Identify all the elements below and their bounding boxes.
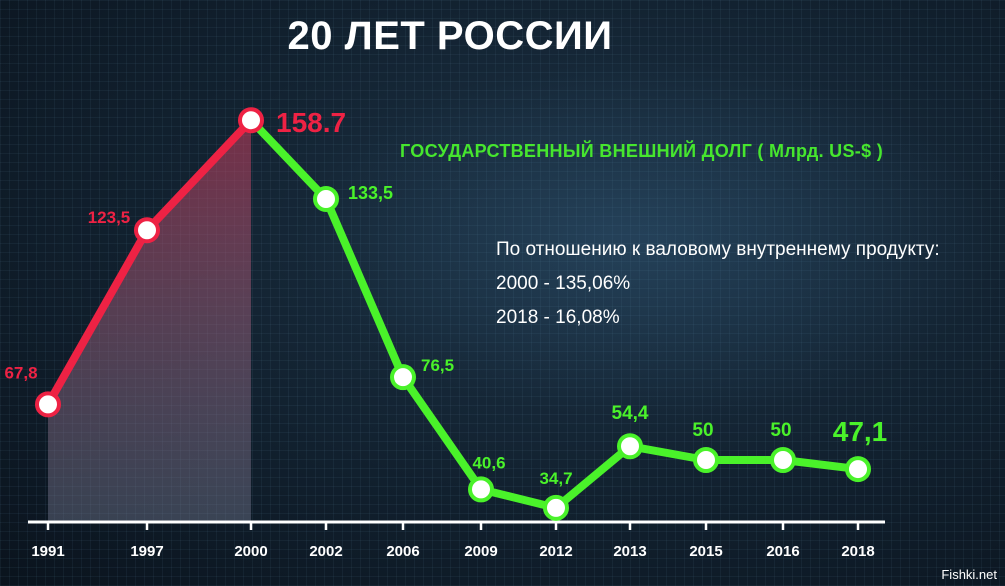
x-tick-label-2015: 2015	[689, 543, 722, 560]
x-tick-label-2016: 2016	[766, 543, 799, 560]
data-point-2006	[390, 364, 416, 391]
data-label-1997: 123,5	[88, 208, 131, 227]
data-point-2012	[543, 494, 569, 521]
x-tick-label-1997: 1997	[130, 543, 163, 560]
gdp-ratio-2000: 2000 - 135,06%	[496, 273, 631, 294]
data-point-2000	[238, 107, 264, 134]
data-label-2018: 47,1	[833, 416, 888, 447]
x-tick-label-2009: 2009	[464, 543, 497, 560]
data-label-2012: 34,7	[539, 469, 572, 488]
x-tick-label-2006: 2006	[386, 543, 419, 560]
data-point-1991	[35, 391, 61, 418]
chart-subtitle: ГОСУДАРСТВЕННЫЙ ВНЕШНИЙ ДОЛГ ( Млрд. US-…	[400, 141, 883, 161]
data-point-2018	[845, 456, 871, 483]
data-label-2002: 133,5	[348, 183, 393, 203]
data-label-2006: 76,5	[421, 356, 454, 375]
data-point-1997	[134, 217, 160, 244]
x-tick-label-2018: 2018	[841, 543, 874, 560]
x-tick-label-2002: 2002	[309, 543, 342, 560]
gdp-ratio-2018: 2018 - 16,08%	[496, 307, 620, 328]
data-point-2015	[693, 447, 719, 473]
data-label-1991: 67,8	[4, 363, 37, 382]
background-map-glow	[300, 60, 1000, 420]
watermark: Fishki.net	[941, 567, 997, 582]
data-point-2016	[770, 447, 796, 473]
rising-area-fill	[48, 120, 251, 522]
data-label-2000: 158.7	[276, 107, 346, 138]
data-point-2013	[617, 433, 643, 460]
gdp-ratio-note: По отношению к валовому внутреннему прод…	[496, 233, 940, 335]
data-point-2009	[468, 476, 494, 503]
data-label-2009: 40,6	[472, 453, 505, 472]
x-tick-label-2013: 2013	[613, 543, 646, 560]
x-tick-label-2000: 2000	[234, 543, 267, 560]
data-point-2002	[313, 185, 339, 212]
chart-title: 20 ЛЕТ РОССИИ	[287, 14, 613, 58]
x-tick-label-2012: 2012	[539, 543, 572, 560]
x-tick-label-1991: 1991	[31, 543, 64, 560]
data-label-2016: 50	[770, 420, 791, 441]
gdp-ratio-heading: По отношению к валовому внутреннему прод…	[496, 239, 940, 260]
data-label-2015: 50	[692, 420, 713, 441]
data-label-2013: 54,4	[612, 403, 649, 424]
